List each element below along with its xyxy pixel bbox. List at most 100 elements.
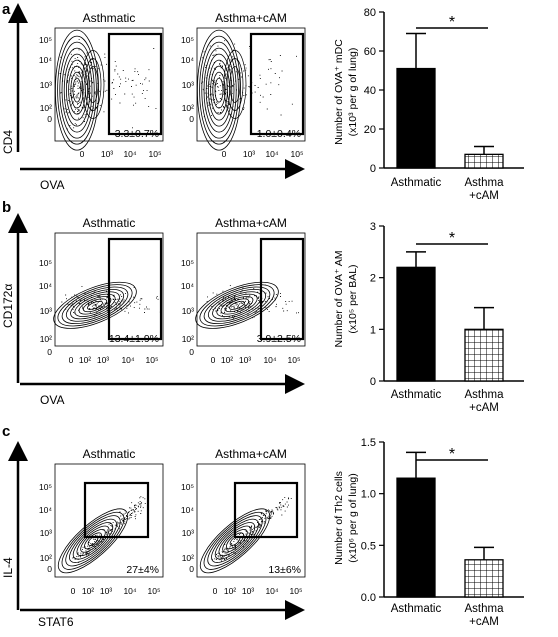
flow-plot-title: Asthmatic [83, 11, 136, 25]
contour-line [203, 286, 271, 325]
gate-box [249, 32, 305, 136]
category-label: Asthma [465, 177, 505, 189]
y-tick-label: 10⁴ [39, 281, 52, 291]
y-tick-label: 10² [182, 334, 194, 344]
y-tick-label: 0 [189, 564, 194, 574]
y-axis-label: CD172α [1, 284, 15, 328]
contour-line [59, 41, 95, 139]
x-tick-label: 10⁵ [291, 149, 304, 159]
panel-letter: c [2, 423, 10, 440]
contour-line [212, 71, 226, 109]
contour-line [82, 298, 108, 313]
flow-plot-title: Asthma+cAM [215, 11, 287, 25]
flow-plot-title: Asthma+cAM [215, 447, 287, 461]
x-axis-label: STAT6 [38, 615, 74, 629]
y-axis-label-units: (x10⁶ per g of lung) [347, 473, 359, 563]
y-tick-label: 10⁴ [181, 55, 194, 65]
contour-line [70, 291, 120, 320]
y-tick-label: 10⁵ [181, 482, 194, 492]
x-tick-label: 10⁴ [263, 355, 276, 365]
y-tick-label: 10³ [40, 80, 52, 90]
contour-line [216, 293, 258, 317]
category-label: Asthmatic [391, 177, 442, 189]
y-axis-label: CD4 [1, 130, 15, 154]
contour-line [199, 35, 239, 145]
contour-line [201, 41, 237, 139]
y-tick-label: 2 [370, 273, 376, 285]
contour-line [218, 525, 252, 557]
bar-asthmatic [396, 266, 436, 382]
x-tick-label: 10⁵ [148, 586, 161, 596]
bar-asthma-camp [464, 559, 504, 598]
contour-line [222, 529, 248, 553]
y-tick-label: 0 [189, 347, 194, 357]
y-tick-label: 0.0 [361, 592, 376, 604]
gate-value: 3.3±0.7% [115, 128, 159, 140]
x-tick-label: 10³ [100, 586, 112, 596]
x-tick-label: 0 [222, 149, 227, 159]
category-label: +cAM [469, 402, 499, 414]
gate-value: 3.9±2.5% [257, 333, 301, 345]
category-label: Asthmatic [391, 603, 442, 615]
contour-line [53, 281, 137, 329]
x-tick-label: 10³ [239, 355, 251, 365]
contour-line [57, 35, 97, 145]
flow-plot: Asthma+cAM 3.9±2.5% 10⁵ 10⁴ 10³ 10² 0 0 10² 10³ 10… [181, 216, 306, 365]
bar-asthma-camp [464, 153, 504, 169]
contour-line [226, 58, 244, 111]
gate-box [83, 481, 150, 539]
category-label: Asthma [465, 389, 505, 401]
contour-line [226, 532, 244, 550]
x-tick-label: 10⁴ [265, 586, 278, 596]
y-tick-label: 1.5 [361, 437, 376, 449]
y-tick-label: 0 [189, 114, 194, 124]
x-tick-label: 0 [211, 355, 216, 365]
gate-box [107, 237, 163, 341]
gate-box [233, 481, 299, 539]
gate-value: 13±6% [268, 564, 301, 576]
y-tick-label: 10⁵ [39, 35, 52, 45]
contour-line [61, 47, 93, 133]
x-axis-label: OVA [40, 178, 64, 192]
y-axis-label: Number of OVA⁺ mDC [333, 39, 345, 145]
x-tick-label: 10² [224, 586, 236, 596]
y-tick-label: 10² [182, 103, 194, 113]
event-dots [72, 496, 149, 564]
y-tick-label: 0 [370, 163, 376, 175]
y-tick-label: 1.0 [361, 489, 376, 501]
x-tick-label: 0 [71, 586, 76, 596]
significance-marker: * [449, 14, 455, 31]
contour-line [214, 77, 224, 103]
gate-box [259, 237, 305, 341]
x-tick-label: 10³ [242, 586, 254, 596]
y-tick-label: 10⁵ [39, 258, 52, 268]
contour-line [76, 525, 110, 557]
y-tick-label: 10⁴ [39, 505, 52, 515]
x-tick-label: 10⁵ [146, 355, 159, 365]
contour-line [81, 50, 105, 119]
bar-chart: 3 2 1 0 Number of OVA⁺ AM (x10⁵ per BAL) Asthm… [333, 221, 524, 414]
contour-line [87, 66, 99, 103]
significance-marker: * [449, 230, 455, 247]
gate-value: 27±4% [126, 564, 159, 576]
contour-line [207, 288, 267, 322]
y-tick-label: 10⁴ [181, 281, 194, 291]
y-tick-label: 10³ [182, 528, 194, 538]
category-label: Asthmatic [391, 389, 442, 401]
flow-plot-frame [54, 463, 164, 578]
y-tick-label: 40 [364, 85, 376, 97]
y-tick-label: 80 [364, 7, 376, 19]
y-tick-label: 10² [182, 553, 194, 563]
x-tick-label: 10⁵ [149, 149, 162, 159]
y-tick-label: 10³ [40, 306, 52, 316]
contour-line [74, 293, 116, 317]
flow-plot: Asthmatic 13.4±1.9% 10⁵ 10⁴ 10³ 10² 0 0 10² 10³ 10… [39, 216, 164, 365]
x-tick-label: 10⁴ [265, 149, 278, 159]
contour-line [70, 71, 84, 109]
y-tick-label: 10⁴ [39, 55, 52, 65]
